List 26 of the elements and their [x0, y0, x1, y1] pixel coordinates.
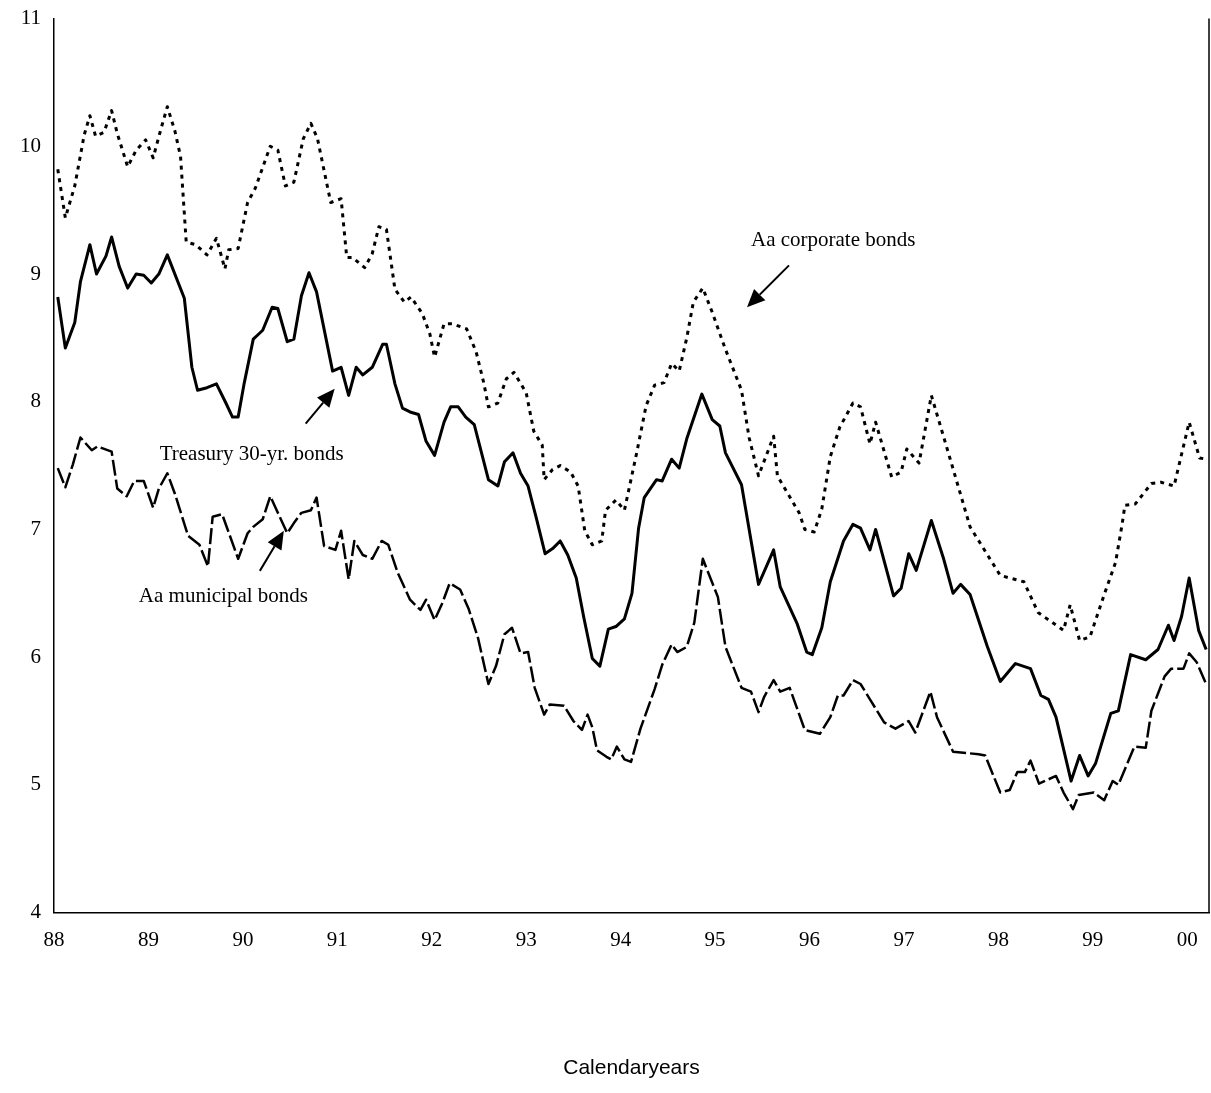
y-tick-label: 6: [30, 643, 41, 668]
y-tick-label: 8: [30, 388, 41, 413]
y-tick-label: 4: [30, 899, 42, 924]
x-tick-label: 88: [43, 926, 65, 951]
x-tick-label: 94: [610, 926, 632, 951]
line-series: [56, 436, 1208, 811]
x-tick-label: 98: [987, 926, 1009, 951]
annotation: Treasury 30-yr. bonds: [159, 440, 344, 466]
y-tick-label: 9: [30, 260, 41, 285]
y-tick-label: 11: [20, 5, 41, 30]
x-tick-label: 97: [893, 926, 915, 951]
x-tick-label: 89: [137, 926, 159, 951]
x-tick-label: 90: [232, 926, 254, 951]
x-tick-label: 93: [515, 926, 537, 951]
x-tick-label: 99: [1082, 926, 1104, 951]
x-tick-label: 00: [1176, 926, 1198, 951]
y-tick-label: 5: [30, 771, 41, 796]
x-axis-title: Calendaryears: [563, 1055, 700, 1079]
x-tick-label: 92: [421, 926, 443, 951]
annotation: Aa municipal bonds: [138, 582, 308, 608]
x-tick-label: 95: [704, 926, 726, 951]
y-tick-label: 10: [20, 132, 41, 157]
y-tick-label: 7: [30, 515, 41, 540]
x-tick-label: 96: [799, 926, 821, 951]
annotation: Aa corporate bonds: [751, 227, 916, 253]
x-tick-label: 91: [326, 926, 348, 951]
